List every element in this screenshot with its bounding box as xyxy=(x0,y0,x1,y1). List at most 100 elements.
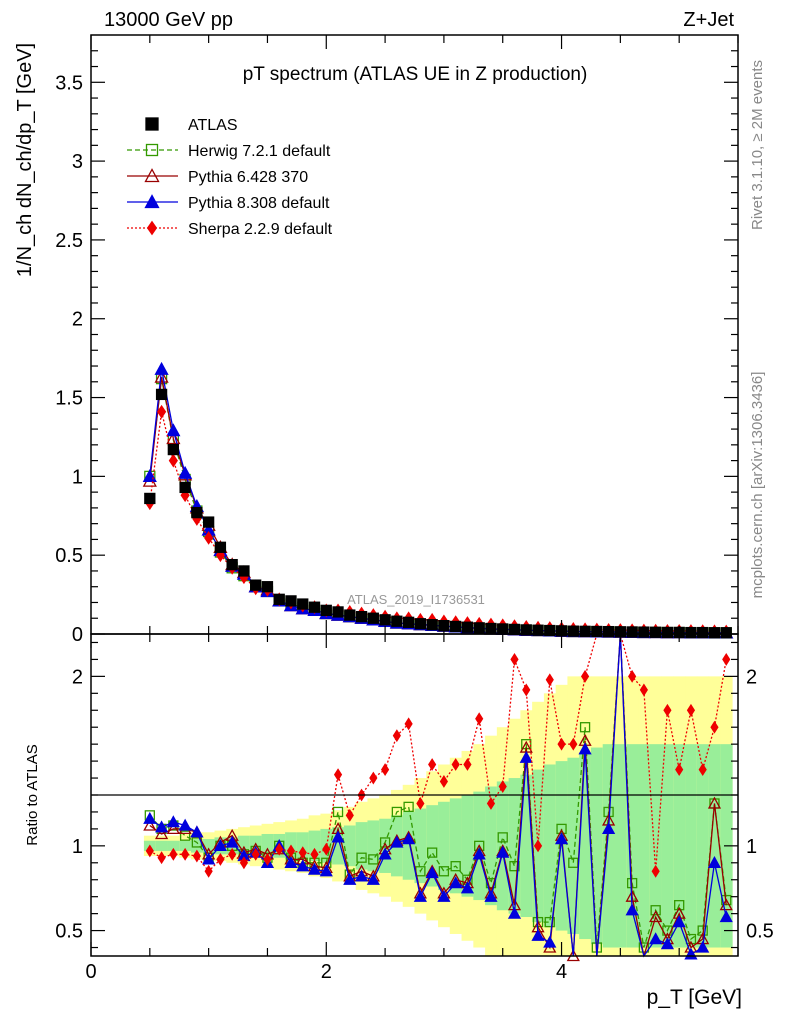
main-point-atlas xyxy=(226,558,238,571)
ratio-point-pythia-8-308-default xyxy=(672,915,686,928)
ratio-point-pythia-8-308-default xyxy=(413,889,427,902)
ratio-point-sherpa-2-2-9-default xyxy=(722,652,731,666)
main-point-atlas xyxy=(308,601,321,613)
legend-marker-sherpa-2-2-9-default xyxy=(146,220,158,236)
ratio-point-sherpa-2-2-9-default xyxy=(580,669,590,683)
ratio-point-sherpa-2-2-9-default xyxy=(569,737,578,751)
main-point-atlas xyxy=(332,606,344,618)
main-point-atlas xyxy=(191,506,203,519)
main-point-atlas xyxy=(602,625,615,638)
ratio-point-pythia-8-308-default xyxy=(460,881,475,894)
ratio-point-sherpa-2-2-9-default xyxy=(522,683,531,697)
ratio-band-inner xyxy=(602,744,615,948)
ratio-point-herwig-7-2-1-default xyxy=(368,854,379,865)
ratio-point-sherpa-2-2-9-default xyxy=(545,673,554,687)
main-y-tick-label: 1.5 xyxy=(55,388,83,410)
main-point-atlas xyxy=(238,565,250,577)
main-point-atlas xyxy=(344,609,356,621)
ratio-band-inner xyxy=(355,822,368,870)
main-point-atlas xyxy=(591,625,603,638)
ratio-point-herwig-7-2-1-default xyxy=(356,852,367,863)
ratio-y-axis-label: Ratio to ATLAS xyxy=(24,744,41,845)
ratio-point-sherpa-2-2-9-default xyxy=(439,775,449,788)
ratio-point-sherpa-2-2-9-default xyxy=(486,797,496,810)
main-y-tick-label: 3 xyxy=(72,151,83,173)
ratio-point-sherpa-2-2-9-default xyxy=(286,844,296,858)
ratio-band-inner xyxy=(590,747,604,945)
ratio-point-sherpa-2-2-9-default xyxy=(663,703,672,717)
ratio-point-pythia-8-308-default xyxy=(660,937,675,950)
main-point-pythia-8-308-default xyxy=(154,361,169,375)
ratio-point-pythia-8-308-default xyxy=(390,835,404,848)
ratio-y-tick-label: 0.5 xyxy=(55,921,83,943)
header-right: Z+Jet xyxy=(683,9,734,31)
main-point-atlas xyxy=(320,604,332,617)
ratio-point-sherpa-2-2-9-default xyxy=(557,737,566,751)
ratio-point-sherpa-2-2-9-default xyxy=(686,703,696,717)
ratio-point-pythia-8-308-default xyxy=(319,864,333,877)
ratio-point-pythia-8-308-default xyxy=(378,847,392,860)
ratio-point-sherpa-2-2-9-default xyxy=(392,729,401,743)
side-text-top: Rivet 3.1.10, ≥ 2M events xyxy=(749,60,766,230)
ratio-point-pythia-8-308-default xyxy=(296,859,310,872)
legend-marker-herwig-7-2-1-default xyxy=(145,143,159,157)
ratio-y-tick-label-right: 0.5 xyxy=(746,921,774,943)
ratio-point-pythia-8-308-default xyxy=(696,940,710,953)
main-point-atlas xyxy=(379,614,391,626)
ratio-point-pythia-8-308-default xyxy=(707,855,722,868)
ratio-point-sherpa-2-2-9-default xyxy=(380,763,390,777)
main-y-tick-label: 1 xyxy=(72,466,83,488)
ratio-point-sherpa-2-2-9-default xyxy=(239,856,249,870)
ratio-point-sherpa-2-2-9-default xyxy=(639,683,648,697)
ratio-point-herwig-7-2-1-default xyxy=(438,866,450,877)
main-point-atlas xyxy=(450,620,462,633)
ratio-band-inner xyxy=(485,786,498,906)
ratio-point-pythia-8-308-default xyxy=(484,889,498,902)
side-text-bottom: mcplots.cern.ch [arXiv:1306.3436] xyxy=(749,372,766,599)
ratio-point-sherpa-2-2-9-default xyxy=(675,763,684,777)
ratio-point-herwig-7-2-1-default xyxy=(579,722,591,733)
main-point-atlas xyxy=(720,627,732,639)
ratio-point-herwig-7-2-1-default xyxy=(650,905,661,916)
main-point-atlas xyxy=(485,622,497,635)
ratio-point-sherpa-2-2-9-default xyxy=(475,712,484,726)
ratio-y-tick-label: 2 xyxy=(72,666,83,688)
ratio-y-tick-label-right: 1 xyxy=(746,836,757,858)
ratio-point-herwig-7-2-1-default xyxy=(638,942,650,953)
main-point-atlas xyxy=(567,625,579,637)
ratio-point-sherpa-2-2-9-default xyxy=(275,842,284,856)
ratio-band-inner xyxy=(638,744,651,948)
ratio-point-pythia-8-308-default xyxy=(343,872,357,885)
main-point-atlas xyxy=(367,612,379,624)
main-y-axis-label: 1/N_ch dN_ch/dp_T [GeV] xyxy=(14,43,36,277)
ratio-point-pythia-8-308-default xyxy=(307,862,322,875)
main-point-atlas xyxy=(532,624,544,636)
ratio-point-herwig-7-2-1-default xyxy=(450,861,461,872)
ratio-point-pythia-8-308-default xyxy=(202,852,216,865)
ratio-band-inner xyxy=(190,839,204,853)
main-point-atlas xyxy=(461,621,474,633)
main-point-atlas xyxy=(391,615,403,627)
ratio-point-pythia-8-308-default xyxy=(354,869,369,882)
ratio-point-sherpa-2-2-9-default xyxy=(192,849,201,863)
ratio-point-pythia-8-308-default xyxy=(143,811,157,824)
ratio-point-pythia-8-308-default xyxy=(625,903,639,916)
ratio-point-sherpa-2-2-9-default xyxy=(145,844,154,858)
main-point-atlas xyxy=(708,627,721,639)
ratio-point-sherpa-2-2-9-default xyxy=(298,846,307,860)
ratio-band-inner xyxy=(543,764,557,928)
ratio-point-sherpa-2-2-9-default xyxy=(345,808,354,822)
main-point-atlas xyxy=(473,622,485,634)
ratio-band-inner xyxy=(567,757,580,934)
main-point-sherpa-2-2-9-default xyxy=(156,404,167,419)
ratio-y-tick-label-right: 2 xyxy=(746,666,757,688)
ratio-point-sherpa-2-2-9-default xyxy=(533,839,543,853)
ratio-band-inner xyxy=(167,840,180,851)
ratio-band-inner xyxy=(438,801,451,890)
legend-label-atlas: ATLAS xyxy=(188,117,238,134)
ratio-point-sherpa-2-2-9-default xyxy=(404,717,413,731)
ratio-point-pythia-6-428-370 xyxy=(649,910,663,923)
ratio-point-pythia-8-308-default xyxy=(507,906,522,919)
x-axis-label: p_T [GeV] xyxy=(647,986,742,1009)
